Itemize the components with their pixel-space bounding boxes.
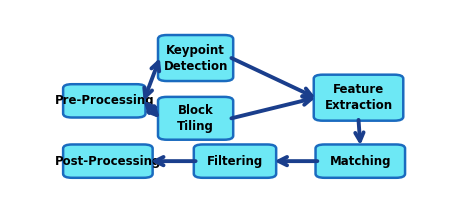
Text: Matching: Matching <box>329 155 391 168</box>
Text: Post-Processing: Post-Processing <box>55 155 161 168</box>
Text: Keypoint
Detection: Keypoint Detection <box>164 43 228 73</box>
FancyBboxPatch shape <box>314 75 403 121</box>
FancyBboxPatch shape <box>63 144 152 178</box>
FancyBboxPatch shape <box>158 97 233 140</box>
Text: Filtering: Filtering <box>207 155 263 168</box>
Text: Block
Tiling: Block Tiling <box>177 104 214 133</box>
FancyBboxPatch shape <box>63 84 146 117</box>
Text: Pre-Processing: Pre-Processing <box>55 94 154 107</box>
FancyBboxPatch shape <box>158 35 233 81</box>
FancyBboxPatch shape <box>316 144 405 178</box>
FancyBboxPatch shape <box>194 144 276 178</box>
Text: Feature
Extraction: Feature Extraction <box>324 83 393 112</box>
